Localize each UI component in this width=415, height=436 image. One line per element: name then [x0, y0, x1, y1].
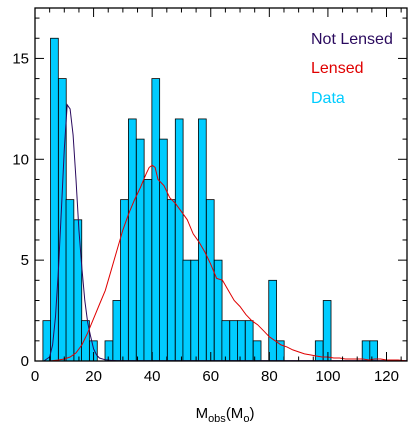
- histogram-bar: [58, 78, 67, 362]
- histogram-bar: [166, 199, 176, 362]
- histogram-bar: [159, 138, 168, 362]
- histogram-bar: [361, 340, 371, 362]
- histogram-bar: [369, 340, 378, 362]
- histogram-bar: [73, 219, 83, 362]
- histogram-bar: [221, 320, 231, 362]
- histogram-bar: [314, 340, 324, 362]
- histogram-bar: [198, 118, 207, 362]
- y-tick-label: 10: [12, 151, 29, 168]
- series-line-lensed: [49, 164, 408, 362]
- legend-lensed: Lensed: [311, 60, 364, 77]
- x-tick-label: 20: [85, 368, 102, 385]
- y-tick-label: 5: [21, 252, 29, 269]
- x-tick-label: 60: [202, 368, 219, 385]
- x-tick-label: 100: [315, 368, 340, 385]
- x-tick-label: 40: [144, 368, 161, 385]
- tick-labels: 0 20 40 60 80 100 120 0 5 10 15: [12, 50, 399, 385]
- x-tick-label: 0: [31, 368, 39, 385]
- histogram-bar: [190, 259, 200, 362]
- x-axis-title: Mobs(Mo): [196, 405, 255, 425]
- histogram-bar: [65, 199, 75, 362]
- legend-not-lensed: Not Lensed: [311, 31, 393, 48]
- histogram-bar: [182, 259, 192, 362]
- histogram-bar: [135, 138, 145, 362]
- histogram-bar: [42, 320, 52, 362]
- histogram-bar: [244, 320, 254, 362]
- histogram-bar: [322, 300, 332, 362]
- histogram-bar: [229, 320, 238, 362]
- y-tick-label: 0: [21, 353, 29, 370]
- legend-data: Data: [311, 90, 345, 107]
- histogram-bar: [151, 78, 161, 362]
- histogram-bar: [104, 340, 114, 362]
- x-tick-label: 120: [374, 368, 399, 385]
- histogram-bar: [120, 199, 129, 362]
- histogram-bar: [237, 320, 246, 362]
- histogram-bar: [143, 179, 153, 362]
- histogram-bar: [205, 199, 215, 362]
- x-tick-label: 80: [261, 368, 278, 385]
- y-tick-label: 15: [12, 50, 29, 67]
- legend: Not Lensed Lensed Data: [311, 31, 393, 107]
- histogram-bar: [112, 300, 122, 362]
- histogram-bar: [128, 118, 137, 362]
- plot-frame: [34, 7, 408, 362]
- histogram-bar: [174, 118, 184, 362]
- histogram-bar: [268, 279, 277, 362]
- histogram-bar: [50, 37, 59, 362]
- histogram-bars: [42, 37, 378, 362]
